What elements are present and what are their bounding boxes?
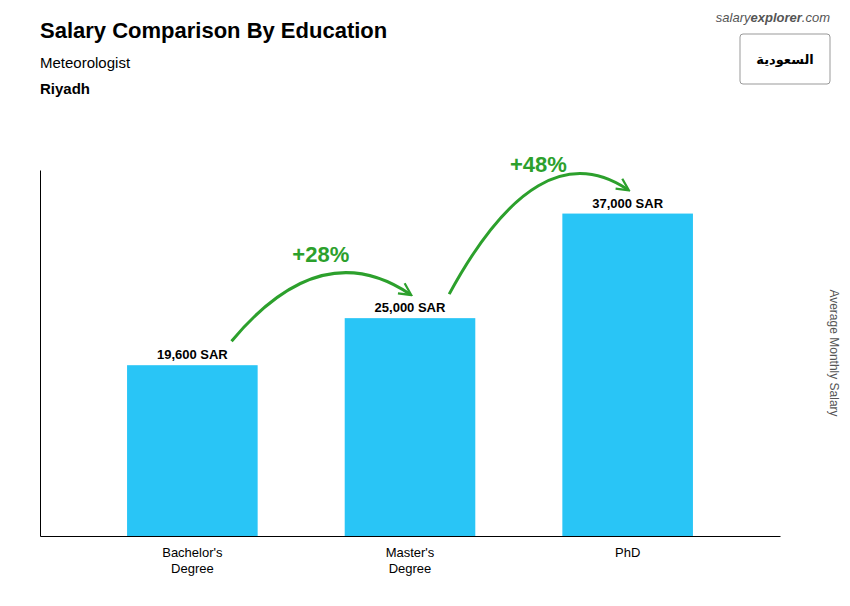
data-labels: 19,600 SAR 25,000 SAR 37,000 SAR (157, 196, 664, 363)
x-tick-label: PhD (615, 545, 640, 560)
annotations: +28% +48% (232, 152, 628, 341)
badge-text: السعودية (756, 52, 814, 67)
x-tick-label-line: Master's (386, 545, 435, 560)
bar (562, 214, 693, 536)
plot: Bachelor'sDegreeMaster'sDegreePhD19,600 … (41, 152, 781, 576)
change-arrow (232, 273, 410, 342)
x-tick-label-line: PhD (615, 545, 640, 560)
badge: السعودية (740, 34, 830, 84)
change-label: +28% (292, 242, 349, 267)
x-tick: PhD (615, 545, 640, 560)
source-part: .com (802, 10, 830, 25)
x-tick: Bachelor'sDegree (162, 545, 223, 576)
source-part: explorer (751, 10, 803, 25)
data-label: 25,000 SAR (375, 300, 446, 315)
bar (345, 318, 476, 536)
title: Salary Comparison By Education (40, 18, 387, 43)
change-label: +48% (510, 152, 567, 177)
badge-box (740, 34, 830, 84)
subtitle: Meteorologist (40, 54, 131, 71)
source: salaryexplorer.com (716, 10, 830, 25)
x-tick-label-line: Degree (171, 561, 214, 576)
bar (127, 365, 258, 536)
data-label: 37,000 SAR (592, 196, 663, 211)
chart-svg: Salary Comparison By Education Meteorolog… (0, 0, 850, 606)
change-arrow (449, 174, 627, 295)
x-tick-label-line: Degree (389, 561, 432, 576)
x-axis-line (41, 536, 781, 537)
y-axis-title: Average Monthly Salary (827, 289, 841, 416)
chart-container: Salary Comparison By Education Meteorolog… (0, 0, 850, 606)
x-axis: Bachelor'sDegreeMaster'sDegreePhD (41, 537, 781, 576)
data-label: 19,600 SAR (157, 347, 228, 362)
x-tick: Master'sDegree (386, 545, 435, 576)
x-tick-label: Bachelor'sDegree (162, 545, 223, 576)
location: Riyadh (40, 80, 90, 97)
x-tick-label: Master'sDegree (386, 545, 435, 576)
y-axis (40, 171, 41, 537)
y-axis-line (40, 171, 41, 537)
x-tick-label-line: Bachelor's (162, 545, 223, 560)
bars (127, 214, 693, 536)
source-part: salary (716, 10, 752, 25)
